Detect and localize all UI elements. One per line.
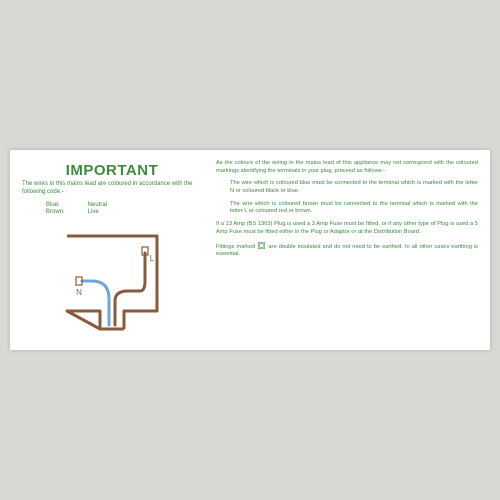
svg-text:L: L <box>150 254 155 263</box>
para-intro: As the colours of the wiring in the main… <box>216 160 478 175</box>
heading-important: IMPORTANT <box>22 162 202 179</box>
para5-part-b: are double insulated and do not need to … <box>216 244 478 258</box>
para-blue: The wire which is coloured blue must be … <box>216 180 478 195</box>
legend-role-live: Live <box>88 209 99 215</box>
left-column: IMPORTANT The wires in this mains lead a… <box>10 150 210 350</box>
legend-role-neutral: Neutral <box>88 202 107 208</box>
svg-text:N: N <box>76 288 82 297</box>
legend-color-brown: Brown: <box>46 209 86 215</box>
right-column: As the colours of the wiring in the main… <box>210 150 490 350</box>
para-fuse: If a 13 Amp (BS 1363) Plug is used a 3 A… <box>216 221 478 236</box>
subheading: The wires in this mains lead are coloure… <box>22 181 202 196</box>
plug-diagram: NL <box>52 221 172 336</box>
para-double-insulated: Fittings marked are double insulated and… <box>216 242 478 259</box>
legend-row-brown: Brown: Live <box>46 209 202 215</box>
plug-diagram-svg: NL <box>52 221 172 331</box>
double-insulated-icon <box>258 242 265 249</box>
color-legend: Blue: Neutral Brown: Live <box>46 202 202 215</box>
para-brown: The wire which is coloured brown must be… <box>216 201 478 216</box>
legend-color-blue: Blue: <box>46 202 86 208</box>
para5-part-a: Fittings marked <box>216 244 255 250</box>
legend-row-blue: Blue: Neutral <box>46 202 202 208</box>
wiring-label-card: IMPORTANT The wires in this mains lead a… <box>10 150 490 350</box>
